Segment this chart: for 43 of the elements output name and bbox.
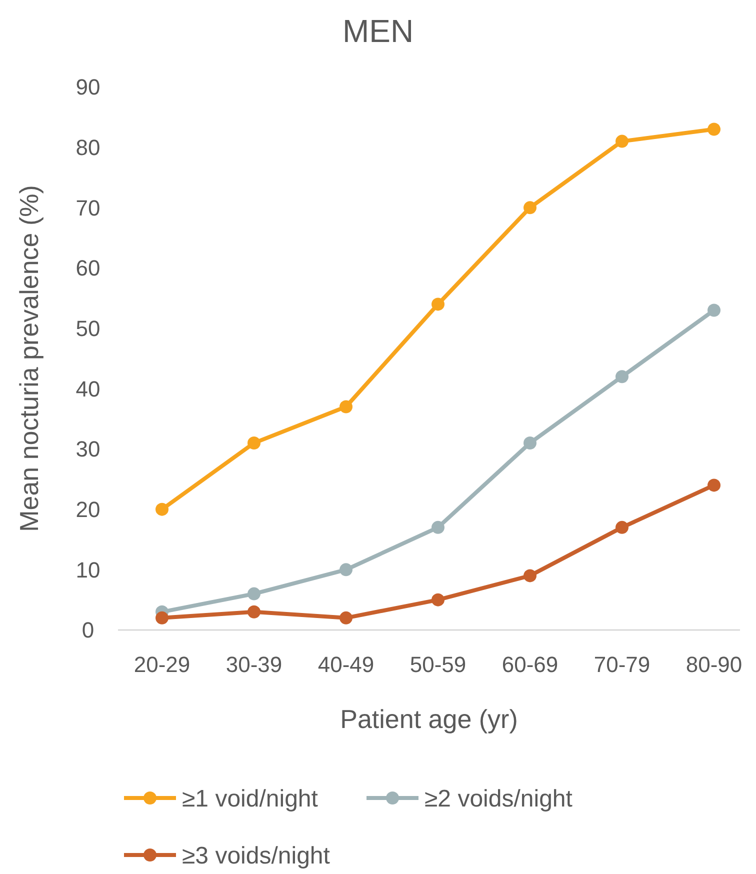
y-tick-label: 30 bbox=[76, 436, 100, 462]
point bbox=[524, 569, 536, 582]
legend-label: ≥1 void/night bbox=[182, 785, 318, 812]
y-tick-label: 80 bbox=[76, 135, 100, 160]
point bbox=[248, 605, 260, 618]
x-axis-title: Patient age (yr) bbox=[340, 704, 518, 734]
point bbox=[616, 370, 628, 384]
y-tick-label: 0 bbox=[82, 618, 94, 643]
y-tick-label: 40 bbox=[76, 376, 100, 402]
point bbox=[432, 520, 444, 534]
legend-label: ≥3 voids/night bbox=[182, 842, 330, 870]
point bbox=[248, 436, 260, 450]
point bbox=[156, 502, 168, 516]
x-tick-label: 20-29 bbox=[134, 652, 190, 677]
point bbox=[708, 304, 720, 317]
point bbox=[616, 520, 628, 534]
point bbox=[524, 201, 536, 214]
point bbox=[340, 400, 352, 414]
y-tick-label: 50 bbox=[76, 316, 100, 342]
point bbox=[156, 611, 168, 624]
y-tick-label: 90 bbox=[76, 74, 100, 100]
legend-label: ≥2 voids/night bbox=[424, 785, 573, 812]
y-tick-label: 10 bbox=[76, 557, 100, 582]
point bbox=[708, 478, 720, 492]
point bbox=[340, 611, 352, 624]
y-axis-title: Mean nocturia prevalence (%) bbox=[14, 185, 44, 532]
x-tick-label: 80-90 bbox=[686, 652, 742, 677]
y-tick-label: 70 bbox=[76, 195, 100, 220]
point bbox=[432, 593, 444, 606]
point bbox=[524, 436, 536, 450]
x-tick-label: 50-59 bbox=[410, 652, 466, 677]
y-tick-label: 60 bbox=[76, 256, 100, 281]
point bbox=[340, 563, 352, 576]
point bbox=[248, 587, 260, 600]
x-tick-label: 30-39 bbox=[226, 652, 282, 677]
x-tick-label: 60-69 bbox=[502, 652, 558, 677]
x-tick-label: 70-79 bbox=[594, 652, 650, 677]
x-tick-label: 40-49 bbox=[318, 652, 374, 677]
chart-title: MEN bbox=[342, 13, 414, 49]
point bbox=[708, 122, 720, 136]
point bbox=[432, 298, 444, 311]
y-tick-label: 20 bbox=[76, 497, 100, 522]
point bbox=[616, 134, 628, 148]
